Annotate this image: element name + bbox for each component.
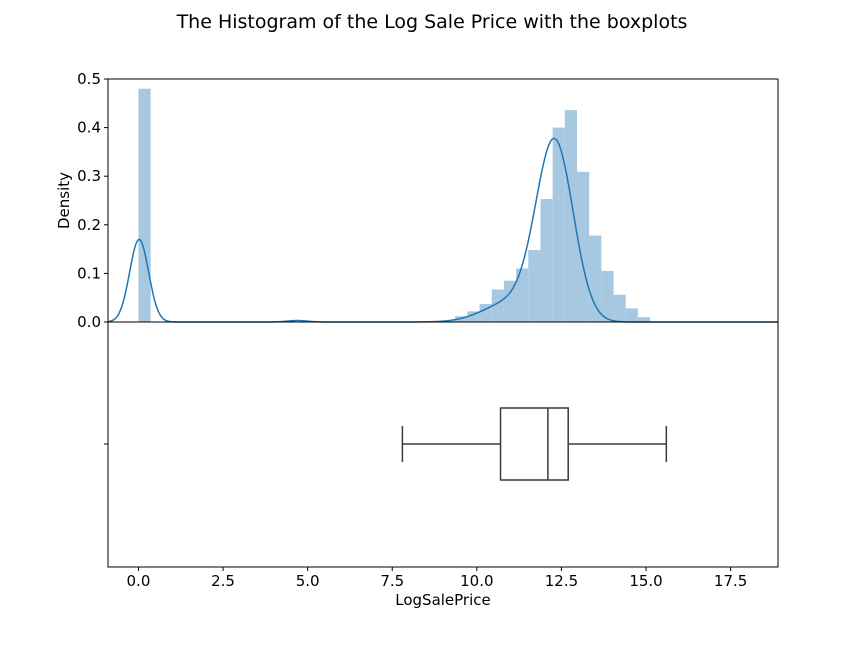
histogram-bars — [138, 88, 651, 322]
y-tick-label: 0.3 — [77, 167, 101, 185]
x-tick-label: 5.0 — [296, 572, 320, 590]
boxplot-x-ticks: 0.0 2.5 5.0 7.5 10.0 12.5 15.0 17.5 — [127, 567, 747, 590]
x-tick-label: 10.0 — [460, 572, 493, 590]
chart-title: The Histogram of the Log Sale Price with… — [176, 11, 688, 33]
y-tick-label: 0.1 — [77, 264, 101, 282]
histogram-bar — [625, 308, 638, 322]
x-tick-label: 17.5 — [714, 572, 747, 590]
boxplot-box — [499, 407, 569, 481]
histogram-y-ticks: 0.0 0.1 0.2 0.3 0.4 0.5 — [77, 70, 108, 331]
boxplot-panel: 0.0 2.5 5.0 7.5 10.0 12.5 15.0 17.5 LogSalePric… — [104, 321, 779, 609]
histogram-bar — [516, 268, 529, 322]
x-axis-label: LogSalePrice — [395, 591, 491, 609]
x-tick-label: 2.5 — [211, 572, 235, 590]
histogram-bar — [467, 311, 480, 322]
y-tick-label: 0.2 — [77, 216, 101, 234]
histogram-bar — [138, 88, 151, 322]
histogram-bar — [540, 199, 553, 322]
histogram-bar — [564, 110, 577, 322]
histogram-y-axis-label: Density — [55, 172, 73, 229]
y-tick-label: 0.5 — [77, 70, 101, 88]
y-tick-label: 0.0 — [77, 313, 101, 331]
histogram-bar — [491, 289, 504, 322]
histogram-bar — [503, 280, 517, 322]
histogram-bar — [613, 294, 626, 322]
x-tick-label: 7.5 — [380, 572, 404, 590]
histogram-bar — [637, 317, 651, 322]
x-tick-label: 0.0 — [127, 572, 151, 590]
histogram-bar — [552, 127, 565, 322]
histogram-bar — [601, 270, 614, 322]
histogram-bar — [577, 171, 590, 322]
histogram-bar — [589, 235, 602, 322]
histogram-panel: 0.0 0.1 0.2 0.3 0.4 0.5 Density — [55, 70, 779, 331]
x-tick-label: 15.0 — [629, 572, 662, 590]
boxplot — [104, 407, 668, 481]
y-tick-label: 0.4 — [77, 119, 101, 137]
histogram-bar — [528, 250, 541, 322]
x-tick-label: 12.5 — [545, 572, 578, 590]
